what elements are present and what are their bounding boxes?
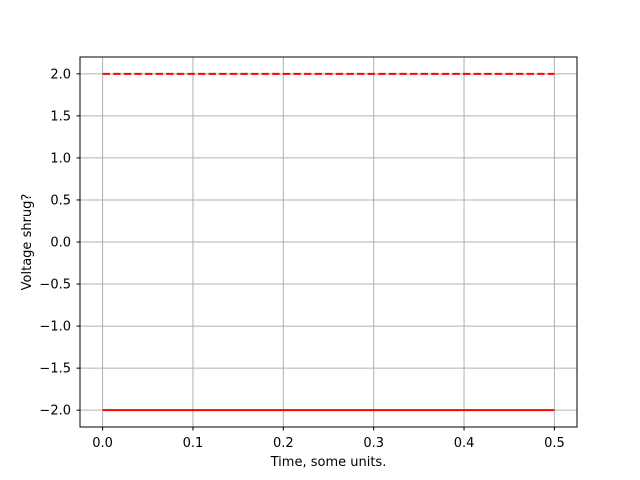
x-tick-label: 0.5 [544, 436, 565, 451]
x-tick-label: 0.3 [363, 436, 384, 451]
y-tick-label: −1.5 [39, 362, 71, 377]
y-axis-label: Voltage shrug? [20, 194, 35, 291]
y-tick-label: −1.0 [39, 320, 71, 335]
y-tick-label: 1.5 [50, 109, 71, 124]
x-axis-label: Time, some units. [270, 455, 387, 470]
y-tick-label: 0.5 [50, 193, 71, 208]
grid-layer [80, 57, 577, 427]
y-tick-label: 1.0 [50, 151, 71, 166]
x-tick-label: 0.1 [183, 436, 204, 451]
y-tick-label: −2.0 [39, 404, 71, 419]
y-tick-label: 0.0 [50, 236, 71, 251]
series-layer [102, 72, 555, 412]
tick-layer: 0.0 0.1 0.2 0.3 0.4 0.5 −2.0 −1.5 −1.0 −0.5 0.0 0.5… [39, 67, 564, 451]
x-tick-label: 0.0 [92, 436, 113, 451]
x-tick-label: 0.2 [273, 436, 294, 451]
y-tick-label: 2.0 [50, 67, 71, 82]
x-tick-label: 0.4 [454, 436, 475, 451]
y-tick-label: −0.5 [39, 278, 71, 293]
